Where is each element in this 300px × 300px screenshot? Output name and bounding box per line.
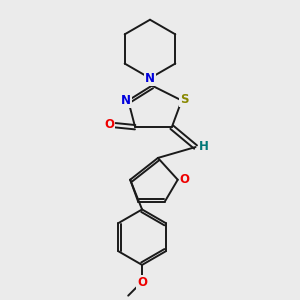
Text: N: N <box>121 94 131 107</box>
Text: O: O <box>104 118 114 131</box>
Text: O: O <box>180 173 190 186</box>
Text: S: S <box>180 93 189 106</box>
Text: N: N <box>145 72 155 85</box>
Text: O: O <box>137 276 147 289</box>
Text: H: H <box>199 140 208 152</box>
